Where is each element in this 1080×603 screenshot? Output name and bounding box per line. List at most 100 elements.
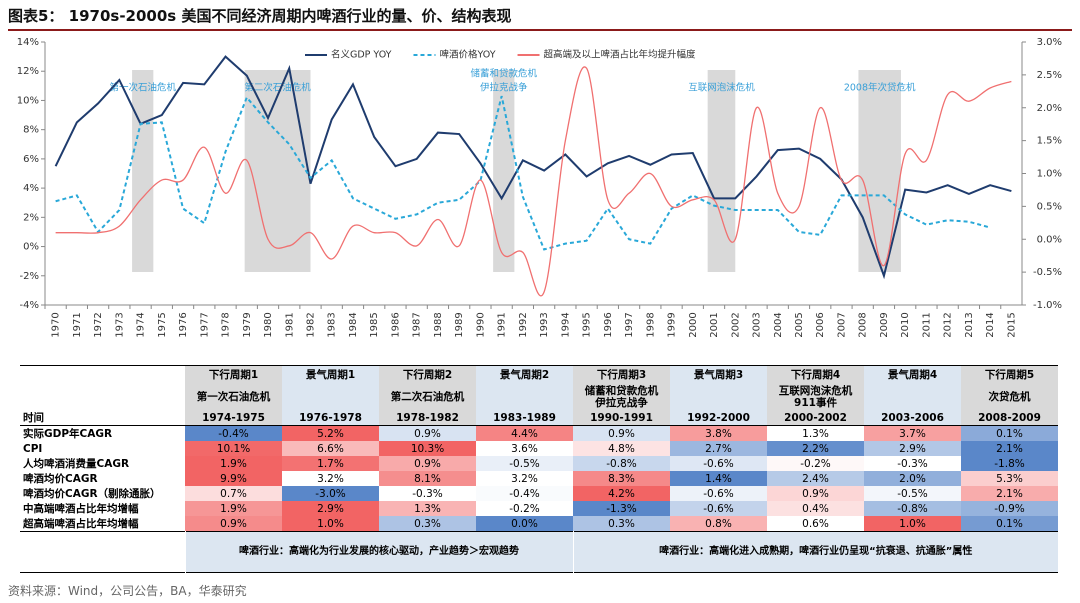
row-label: 超高端啤酒占比年均增幅 — [23, 517, 139, 530]
column-header: 下行周期2 — [379, 365, 476, 384]
data-cell: 5.3% — [961, 471, 1058, 486]
data-cell: 2.1% — [961, 486, 1058, 501]
subtitle-line: 伊拉克战争 — [595, 397, 648, 409]
period-label: 互联网泡沫危机 — [688, 82, 755, 94]
data-cell: 0.1% — [961, 425, 1058, 441]
data-cell: -0.8% — [573, 456, 670, 471]
period-band — [707, 70, 736, 272]
data-cell: 2.9% — [864, 441, 961, 456]
data-cell: 4.2% — [573, 486, 670, 501]
column-subtitle — [282, 384, 379, 410]
data-cell: 2.7% — [670, 441, 767, 456]
data-cell: 0.9% — [767, 486, 864, 501]
y2-tick-label: 2.5% — [1037, 70, 1062, 81]
period-band — [132, 70, 154, 272]
legend-label: 名义GDP YOY — [331, 49, 392, 61]
period: 1983-1989 — [476, 410, 573, 426]
data-cell: -0.2% — [476, 501, 573, 516]
data-cell: 0.3% — [573, 516, 670, 532]
series-line — [54, 55, 1012, 280]
x-tick-label: 1989 — [454, 312, 465, 337]
period: 2003-2006 — [864, 410, 961, 426]
column-subtitle: 第二次石油危机 — [379, 384, 476, 410]
x-tick-label: 1982 — [305, 312, 316, 337]
data-cell: 0.6% — [767, 516, 864, 532]
period-row: 时间 1974-1975 1976-1978 1978-1982 1983-1989 19… — [20, 410, 1058, 426]
x-tick-label: 2007 — [836, 312, 847, 337]
subtitle-row: 第一次石油危机 第二次石油危机 储蓄和贷款危机 伊拉克战争 互联网泡沫危机 911事件 次贷… — [20, 384, 1058, 410]
data-cell: 1.0% — [864, 516, 961, 532]
data-cell: 8.1% — [379, 471, 476, 486]
x-tick-label: 2011 — [921, 312, 932, 337]
x-tick-label: 1995 — [582, 312, 593, 337]
x-tick-label: 1994 — [560, 312, 571, 337]
data-row: CPI 10.1% 6.6% 10.3% 3.6% 4.8% 2.7% 2.2% 2.9% 2.1… — [20, 441, 1058, 456]
data-cell: 4.8% — [573, 441, 670, 456]
data-row: 中高端啤酒占比年均增幅 1.9% 2.9% 1.3% -0.2% -1.3% -0.6% 0.… — [20, 501, 1058, 516]
data-cell: 1.3% — [379, 501, 476, 516]
period: 1978-1982 — [379, 410, 476, 426]
x-tick-label: 2001 — [709, 312, 720, 337]
data-cell: 1.9% — [185, 456, 282, 471]
x-tick-label: 2003 — [752, 312, 763, 337]
data-cell: 10.3% — [379, 441, 476, 456]
column-subtitle — [864, 384, 961, 410]
data-cell: 0.0% — [476, 516, 573, 532]
data-cell: -0.4% — [185, 425, 282, 441]
legend-label: 超高端及以上啤酒占比年均提升幅度 — [544, 49, 697, 61]
x-tick-label: 2002 — [730, 312, 741, 337]
x-tick-label: 1993 — [539, 312, 550, 337]
data-cell: -0.3% — [379, 486, 476, 501]
y-tick-label: -4% — [20, 300, 39, 311]
subtitle-line: 第一次石油危机 — [196, 391, 271, 403]
data-cell: 1.0% — [282, 516, 379, 532]
x-tick-label: 1999 — [667, 312, 678, 337]
row-label: 时间 — [23, 411, 44, 424]
x-tick-label: 1974 — [136, 312, 147, 337]
x-tick-label: 1983 — [327, 312, 338, 337]
figure-title: 图表5： 1970s-2000s 美国不同经济周期内啤酒行业的量、价、结构表现 — [8, 7, 512, 25]
data-cell: 0.4% — [767, 501, 864, 516]
x-tick-label: 2005 — [794, 312, 805, 337]
x-tick-label: 2010 — [900, 312, 911, 337]
data-cell: 10.1% — [185, 441, 282, 456]
cycle-table: 下行周期1 景气周期1 下行周期2 景气周期2 下行周期3 景气周期3 下行周期4 景气周期4… — [20, 365, 1058, 573]
data-cell: -0.8% — [864, 501, 961, 516]
y-tick-label: -2% — [20, 271, 39, 282]
subtitle-line: 储蓄和贷款危机 — [584, 385, 659, 397]
column-header: 下行周期3 — [573, 365, 670, 384]
column-subtitle: 第一次石油危机 — [185, 384, 282, 410]
x-tick-label: 1970 — [51, 312, 62, 337]
column-header: 下行周期4 — [767, 365, 864, 384]
data-cell: -1.3% — [573, 501, 670, 516]
note: 啤酒行业：高端化为行业发展的核心驱动，产业趋势＞宏观趋势 — [184, 531, 573, 573]
period: 2008-2009 — [961, 410, 1058, 426]
data-row: 啤酒均价CAGR 9.9% 3.2% 8.1% 3.2% 8.3% 1.4% 2.4% 2.0%… — [20, 471, 1058, 486]
x-tick-label: 2013 — [964, 312, 975, 337]
title-rule — [8, 29, 1072, 31]
period-band — [244, 70, 311, 272]
data-cell: -0.9% — [961, 501, 1058, 516]
legend-label: 啤酒价格YOY — [439, 49, 495, 61]
column-subtitle: 储蓄和贷款危机 伊拉克战争 — [573, 384, 670, 410]
data-cell: 2.2% — [767, 441, 864, 456]
period: 1990-1991 — [573, 410, 670, 426]
y-tick-label: 2% — [23, 212, 39, 223]
x-tick-label: 1988 — [433, 312, 444, 337]
column-subtitle — [476, 384, 573, 410]
period: 1992-2000 — [670, 410, 767, 426]
y2-tick-label: 3.0% — [1037, 37, 1062, 48]
x-tick-label: 1975 — [157, 312, 168, 337]
y2-tick-label: 1.0% — [1037, 169, 1062, 180]
period-band — [493, 70, 515, 272]
header-row: 下行周期1 景气周期1 下行周期2 景气周期2 下行周期3 景气周期3 下行周期4 景气周期4… — [20, 365, 1058, 384]
data-cell: 1.9% — [185, 501, 282, 516]
y2-tick-label: 1.5% — [1037, 136, 1062, 147]
data-cell: 8.3% — [573, 471, 670, 486]
x-tick-label: 1990 — [475, 312, 486, 337]
row-label: 啤酒均价CAGR — [23, 472, 98, 485]
series-line — [55, 66, 1012, 297]
y2-tick-label: 0.5% — [1037, 201, 1062, 212]
data-cell: 4.4% — [476, 425, 573, 441]
